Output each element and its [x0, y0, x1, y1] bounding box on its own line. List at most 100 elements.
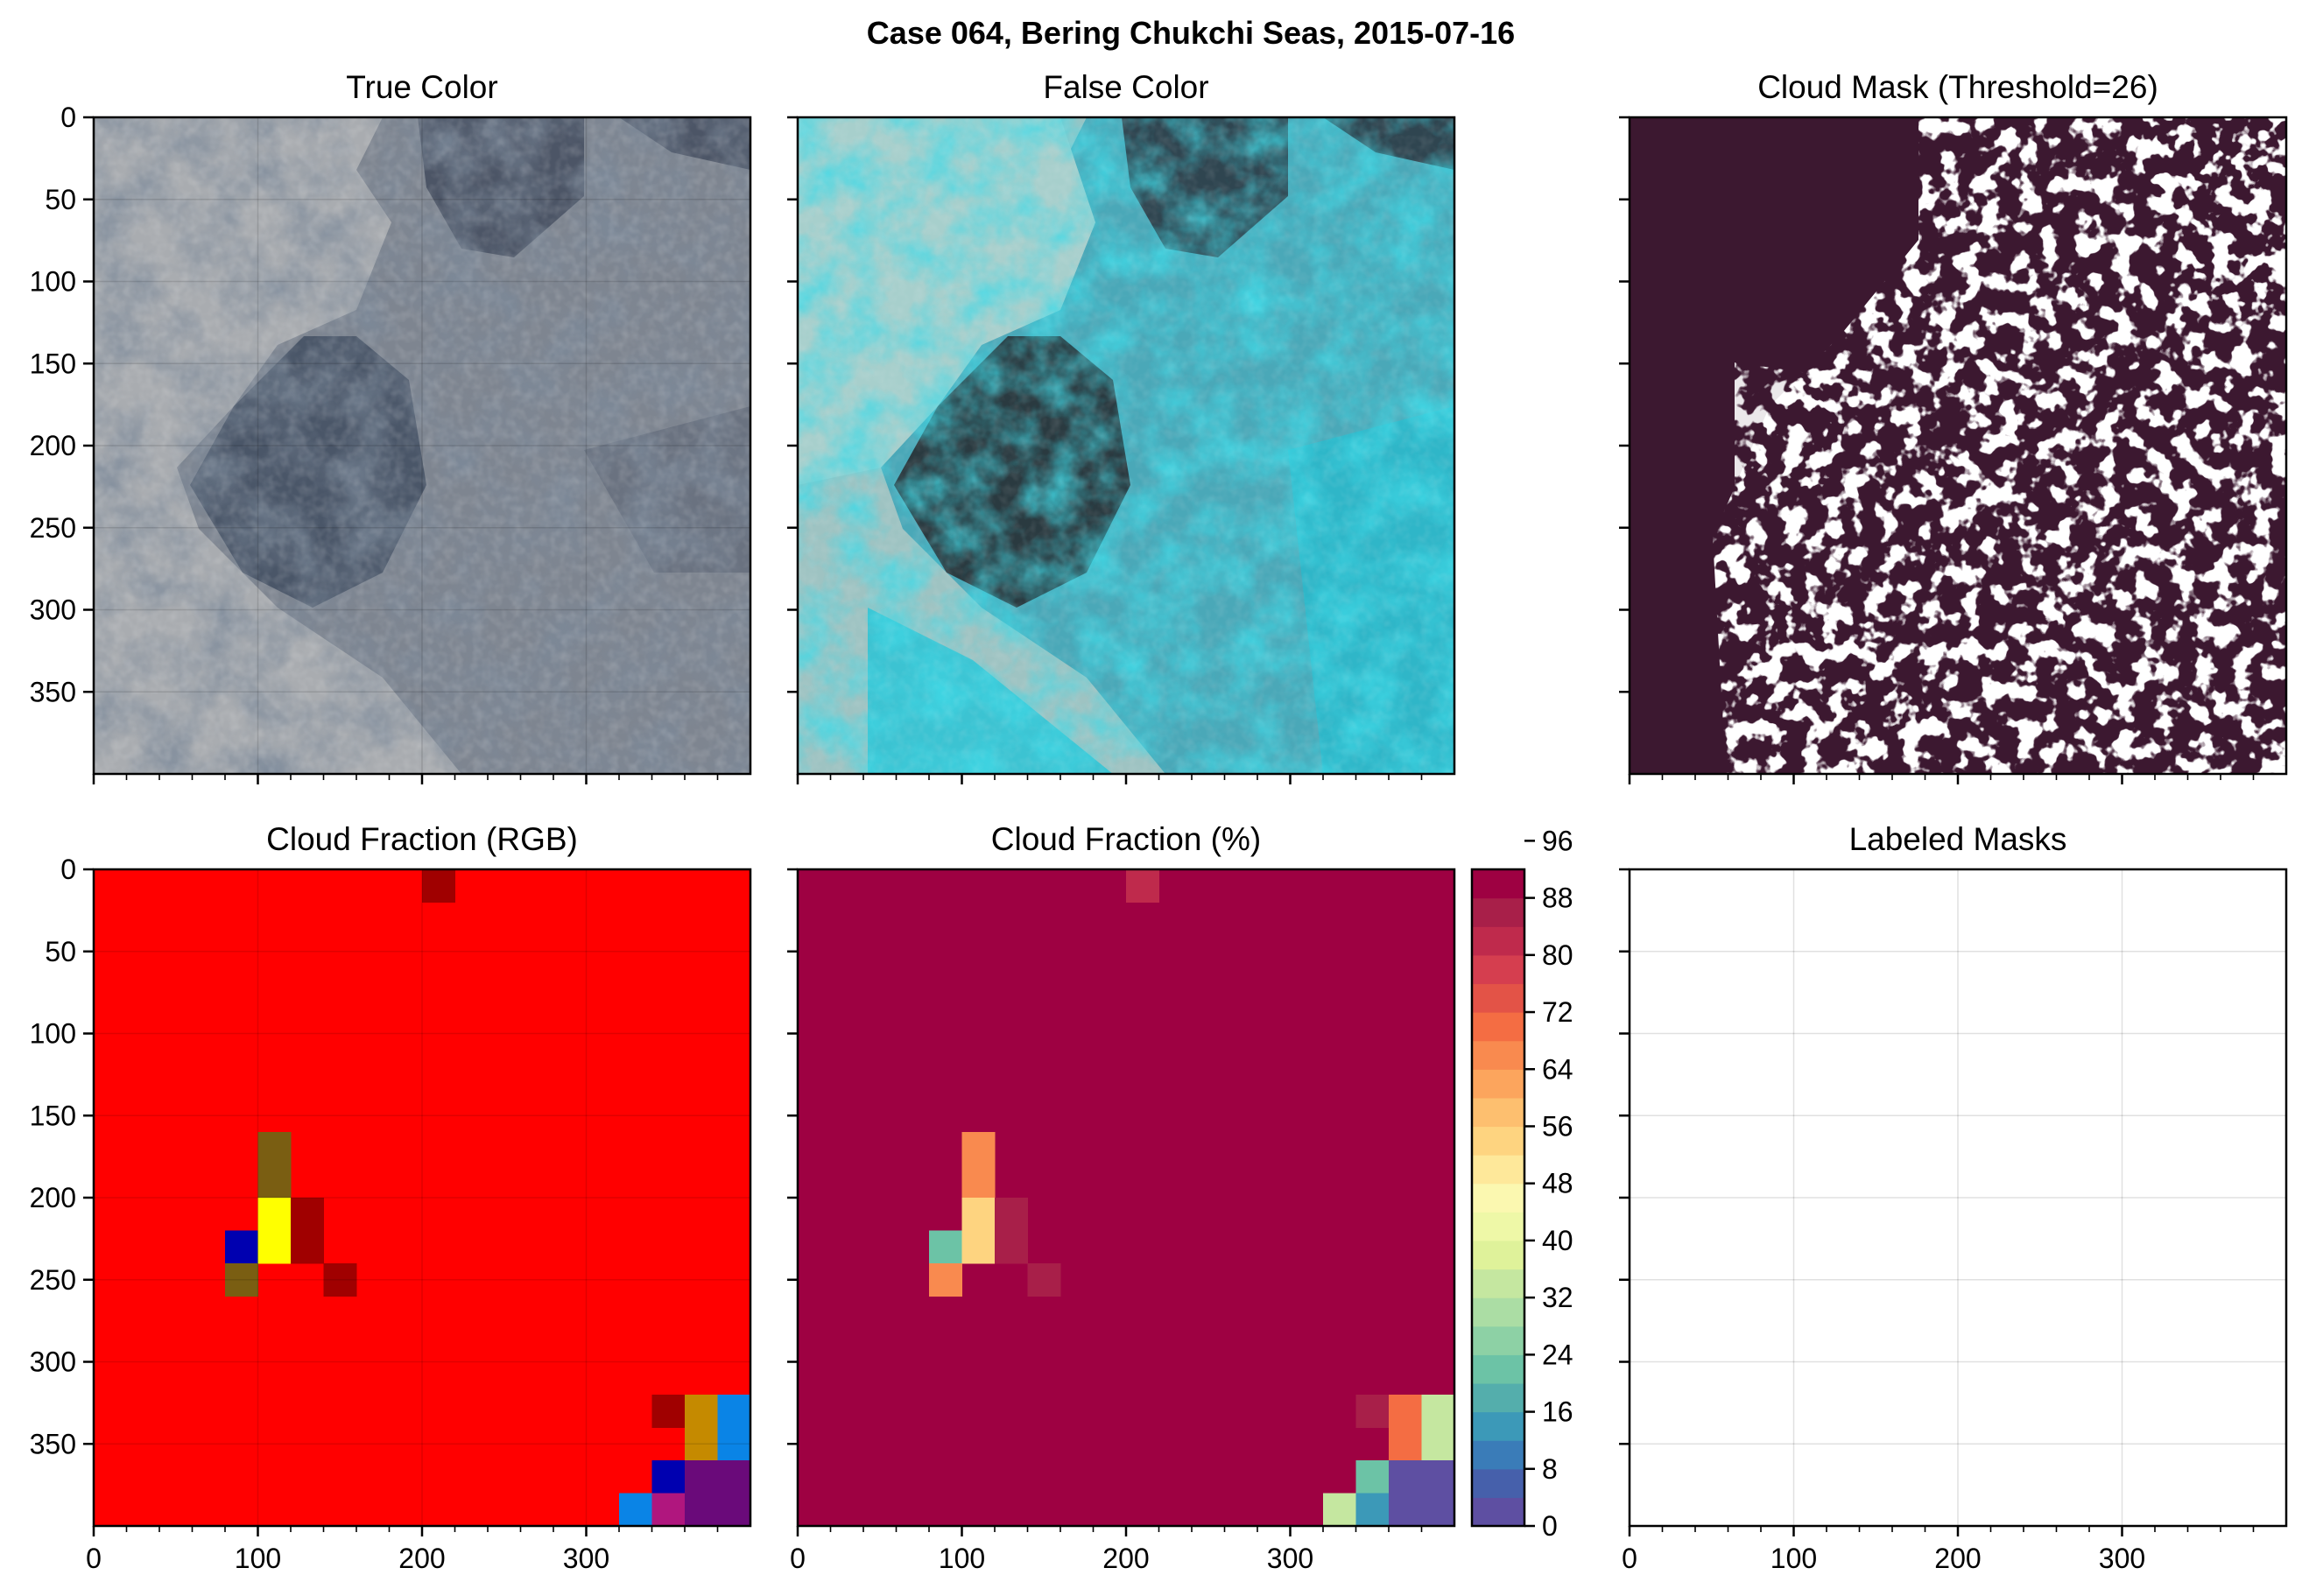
colorbar-segment [1472, 869, 1524, 899]
panel-title-true-color: True Color [346, 69, 497, 105]
panel-title-cloud-mask: Cloud Mask (Threshold=26) [1757, 69, 2158, 105]
colorbar-tick-label: 40 [1542, 1225, 1573, 1256]
colorbar-segment [1472, 1354, 1524, 1384]
colorbar-segment [1472, 1155, 1524, 1185]
colorbar-segment [1472, 1325, 1524, 1355]
colorbar-tick-label: 80 [1542, 939, 1573, 971]
grid [94, 117, 750, 774]
colorbar: 0 8 16 24 32 40 48 56 64 72 80 88 96 [1470, 825, 1573, 1542]
heatmap-cell [1389, 1395, 1422, 1428]
heatmap-cell [1323, 1493, 1356, 1527]
colorbar-segment [1472, 1411, 1524, 1441]
heatmap-cell [685, 1460, 718, 1494]
pct-heatmap [798, 869, 1455, 1527]
panel-false-color: False Color [787, 69, 1456, 784]
heatmap-cell [291, 1230, 324, 1264]
heatmap-cell [961, 1198, 996, 1231]
x-tick-label: 200 [398, 1543, 445, 1574]
panel-cloud-mask: Cloud Mask (Threshold=26) [1619, 69, 2288, 784]
panel-title-labeled-masks: Labeled Masks [1849, 821, 2067, 857]
y-tick-label: 50 [45, 184, 76, 215]
y-axis: 0 50 100 150 200 250 300 350 [30, 102, 94, 707]
heatmap-cell [1421, 1460, 1455, 1494]
heatmap-cell [1355, 1395, 1390, 1428]
true-color-image [94, 117, 750, 774]
grid [1630, 869, 2286, 1526]
heatmap-cell [995, 1230, 1028, 1264]
colorbar-segment [1472, 954, 1524, 985]
y-axis [787, 116, 798, 693]
panel-true-color: True Color 0 50 100 150 200 250 300 350 [30, 69, 752, 784]
colorbar-segment [1472, 1382, 1524, 1413]
y-tick-label: 200 [30, 1182, 76, 1213]
heatmap-cell [1027, 1263, 1061, 1297]
heatmap-cell [717, 1395, 751, 1428]
colorbar-segments [1472, 869, 1524, 1527]
x-tick-label: 0 [790, 1543, 806, 1574]
colorbar-segment [1472, 1468, 1524, 1498]
colorbar-segment [1472, 1012, 1524, 1042]
colorbar-segment [1472, 1097, 1524, 1128]
colorbar-segment [1472, 1269, 1524, 1298]
y-axis [1619, 868, 1630, 1445]
colorbar-segment [1472, 1212, 1524, 1241]
panel-cloud-fraction-pct: Cloud Fraction (%) 0 100 200 300 [787, 821, 1456, 1574]
x-tick-label: 300 [2099, 1543, 2145, 1574]
panel-title-false-color: False Color [1043, 69, 1208, 105]
heatmap-cell [257, 1164, 292, 1199]
colorbar-segment [1472, 1297, 1524, 1327]
heatmap-cell [685, 1427, 718, 1461]
false-color-image [798, 117, 1454, 774]
colorbar-segment [1472, 1497, 1524, 1527]
heatmap-cell [619, 1493, 652, 1527]
colorbar-segment [1472, 897, 1524, 927]
grid [94, 869, 750, 1526]
panel-labeled-masks: Labeled Masks 0 100 200 300 [1619, 821, 2288, 1574]
y-tick-label: 250 [30, 1264, 76, 1296]
figure-title: Case 064, Bering Chukchi Seas, 2015-07-1… [867, 15, 1515, 51]
colorbar-segment [1472, 1440, 1524, 1470]
x-tick-label: 100 [235, 1543, 281, 1574]
heatmap-cell [1389, 1493, 1422, 1527]
y-tick-label: 350 [30, 1428, 76, 1459]
heatmap-cell [929, 1263, 962, 1297]
heatmap-cell [717, 1427, 751, 1461]
x-tick-label: 200 [1934, 1543, 1981, 1574]
colorbar-segment [1472, 983, 1524, 1013]
y-tick-label: 100 [30, 1018, 76, 1050]
heatmap-cell [422, 869, 455, 903]
colorbar-tick-label: 72 [1542, 996, 1573, 1028]
panel-cloud-fraction-rgb: Cloud Fraction (RGB) 0 50 100 150 200 250 300 3… [30, 821, 752, 1574]
y-tick-label: 50 [45, 936, 76, 967]
heatmap-cell [291, 1198, 324, 1231]
y-tick-label: 300 [30, 594, 76, 626]
y-axis [787, 868, 798, 1445]
rgb-heatmap [94, 869, 751, 1527]
heatmap-cell [1421, 1493, 1455, 1527]
x-axis: 0 100 200 300 [1622, 1526, 2255, 1574]
y-tick-label: 150 [30, 348, 76, 379]
x-tick-label: 0 [1622, 1543, 1637, 1574]
colorbar-tick-label: 8 [1542, 1453, 1558, 1485]
heatmap-cell [651, 1395, 686, 1428]
colorbar-frame [1470, 868, 1526, 1528]
x-axis [796, 774, 1423, 784]
y-tick-label: 250 [30, 512, 76, 544]
cloud-mask-image [1630, 117, 2286, 774]
heatmap-cell [257, 1132, 292, 1165]
colorbar-tick-label: 56 [1542, 1110, 1573, 1142]
heatmap-cell [717, 1493, 751, 1527]
x-tick-label: 0 [86, 1543, 102, 1574]
colorbar-tick-label: 16 [1542, 1396, 1573, 1428]
heatmap-cell [651, 1493, 686, 1527]
heatmap-cell [929, 1230, 962, 1264]
heatmap-cell [651, 1460, 686, 1494]
colorbar-segment [1472, 1069, 1524, 1099]
x-axis [1628, 774, 2255, 784]
heatmap-cell [225, 1230, 258, 1264]
colorbar-tick-label: 0 [1542, 1510, 1558, 1542]
colorbar-segment [1472, 1183, 1524, 1213]
y-tick-label: 150 [30, 1100, 76, 1131]
x-tick-label: 100 [939, 1543, 985, 1574]
x-tick-label: 300 [563, 1543, 609, 1574]
